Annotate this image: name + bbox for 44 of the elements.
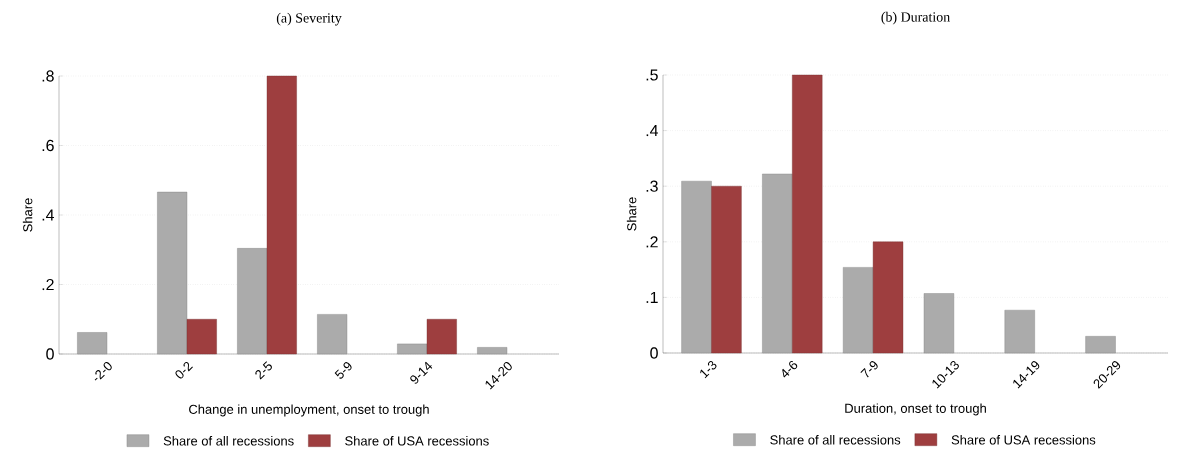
y-tick-label: .4	[646, 125, 659, 137]
y-tick-label: .3	[646, 180, 658, 192]
x-axis-title: Duration, onset to trough	[845, 403, 986, 416]
legend-label: Share of all recessions	[163, 436, 294, 446]
x-axis-title: Change in unemployment, onset to trough	[189, 404, 429, 417]
y-tick-label: 0	[650, 347, 658, 359]
bar	[711, 186, 742, 354]
x-tick-label: 5-9	[334, 362, 352, 379]
bar	[762, 173, 793, 354]
x-tick-label: 9-14	[410, 361, 433, 384]
bar	[237, 248, 268, 355]
x-tick-label: -2-0	[94, 362, 112, 381]
x-tick-label: 4-6	[782, 360, 798, 378]
y-tick-label: .2	[42, 278, 54, 291]
bar	[1085, 336, 1116, 354]
y-tick-label: .5	[646, 69, 658, 81]
bar	[397, 343, 428, 355]
bar	[77, 332, 108, 355]
x-tick-label: 2-5	[255, 361, 272, 380]
bar	[1004, 309, 1035, 354]
y-axis-title: Share	[22, 198, 33, 232]
chart-title: (b) Duration	[881, 11, 950, 25]
bar	[477, 347, 508, 355]
x-tick-label: 1-3	[700, 360, 717, 379]
y-tick-label: 0	[46, 348, 54, 360]
y-tick-label: .1	[646, 291, 658, 303]
bar	[872, 241, 904, 354]
legend-label: Share of USA recessions	[345, 436, 489, 446]
chart-title: (a) Severity	[276, 12, 342, 26]
y-tick-label: .6	[42, 139, 54, 152]
x-tick-label: 0-2	[175, 361, 193, 379]
legend-label: Share of all recessions	[770, 435, 901, 445]
legend-label: Share of USA recessions	[951, 435, 1096, 445]
bar	[681, 181, 712, 354]
bar	[792, 74, 823, 354]
bar	[317, 314, 348, 355]
bar	[426, 319, 457, 355]
x-tick-label: 7-9	[860, 361, 878, 378]
y-axis-title: Share	[626, 197, 637, 231]
y-tick-label: .2	[646, 236, 658, 248]
bar	[186, 319, 217, 355]
y-tick-label: .4	[42, 209, 55, 221]
y-tick-label: .8	[42, 70, 54, 82]
bar	[266, 75, 297, 355]
